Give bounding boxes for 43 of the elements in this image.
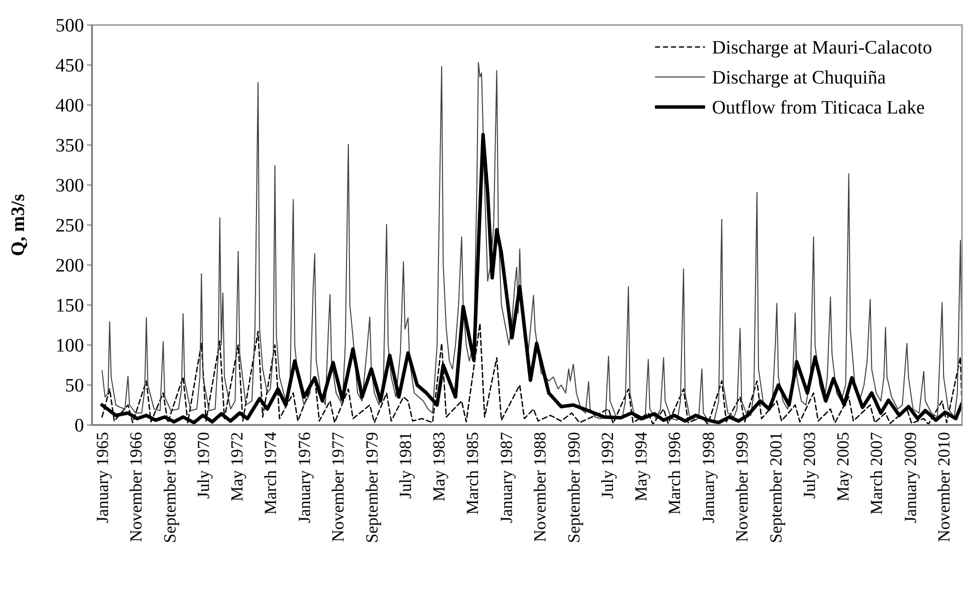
x-tick-label: May 1972: [228, 432, 247, 502]
x-tick-label: May 1983: [430, 432, 449, 502]
y-tick-label: 100: [56, 336, 84, 357]
y-tick-label: 500: [56, 16, 84, 37]
y-tick-label: 450: [56, 56, 84, 77]
x-tick-label: September 2001: [766, 432, 786, 543]
x-tick-label: September 1968: [160, 432, 180, 543]
x-tick-label: September 1990: [564, 432, 584, 543]
x-tick-label: November 1966: [126, 432, 146, 542]
legend-label: Discharge at Mauri-Calacoto: [712, 38, 932, 59]
x-tick-label: May 1994: [632, 432, 651, 502]
x-tick-label: July 1981: [396, 432, 415, 499]
y-tick-label: 150: [56, 296, 84, 317]
line-series: [100, 132, 962, 424]
x-tick-label: January 1976: [294, 432, 314, 524]
x-tick-label: November 1977: [328, 432, 348, 542]
x-tick-label: March 2007: [867, 432, 886, 515]
y-tick-label: 200: [56, 256, 84, 277]
legend-label: Outflow from Titicaca Lake: [712, 98, 925, 119]
x-tick-label: January 1965: [93, 432, 112, 524]
x-tick-label: July 2003: [800, 432, 819, 499]
x-tick-label: November 1988: [530, 432, 550, 542]
legend-label: Discharge at Chuquiña: [712, 68, 886, 89]
y-axis-title: Q, m3/s: [8, 194, 29, 256]
x-tick-label: July 1992: [598, 432, 617, 499]
y-tick-label: 50: [65, 376, 84, 397]
y-tick-label: 300: [56, 176, 84, 197]
x-tick-label: November 2010: [934, 432, 954, 542]
x-tick-label: March 1996: [665, 432, 684, 515]
x-tick-label: May 2005: [834, 432, 853, 502]
x-tick-label: September 1979: [362, 432, 382, 543]
y-tick-label: 250: [56, 216, 84, 237]
line-series: [102, 62, 962, 422]
x-tick-label: November 1999: [732, 432, 752, 542]
x-tick-label: July 1970: [194, 432, 213, 499]
x-tick-label: January 1987: [496, 432, 516, 524]
y-tick-label: 400: [56, 96, 84, 117]
x-tick-label: January 2009: [900, 432, 920, 524]
x-tick-label: January 1998: [698, 432, 718, 524]
y-tick-label: 350: [56, 136, 84, 157]
x-tick-label: March 1974: [261, 432, 280, 515]
x-tick-label: March 1985: [463, 432, 482, 515]
y-tick-label: 0: [74, 416, 84, 437]
